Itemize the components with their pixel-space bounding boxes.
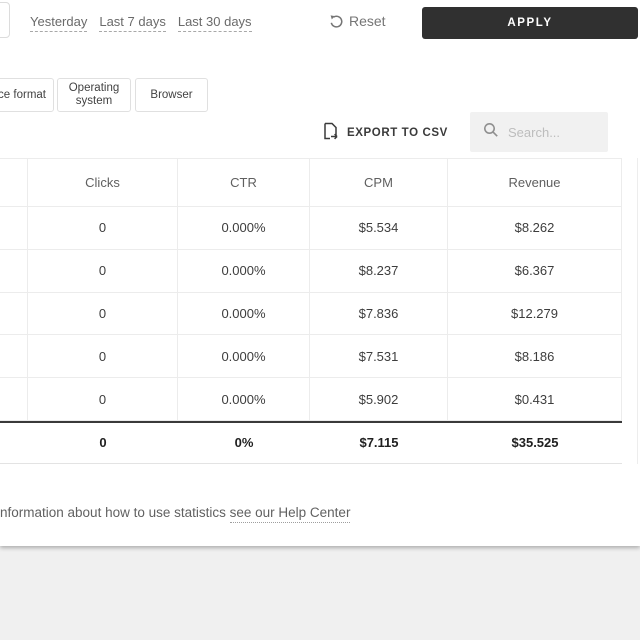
- header-revenue[interactable]: Revenue: [448, 159, 622, 206]
- table-totals-row: 0 0% $7.115 $35.525: [0, 420, 622, 464]
- totals-revenue: $35.525: [511, 435, 559, 451]
- cell-clicks: 0: [28, 207, 178, 249]
- export-to-csv-button[interactable]: EXPORT TO CSV: [323, 122, 448, 143]
- cell-clicks: 0: [28, 292, 178, 335]
- tab-operating-system[interactable]: Operating system: [57, 78, 131, 112]
- table-row: 0 0.000% $5.534 $8.262: [0, 207, 622, 250]
- preset-yesterday[interactable]: Yesterday: [30, 14, 88, 32]
- reset-label: Reset: [349, 13, 386, 29]
- row-label-cell-clipped: [0, 207, 28, 249]
- export-file-icon: [323, 122, 339, 143]
- cell-revenue: $0.431: [448, 378, 622, 420]
- tab-device-format-label: ice format: [0, 88, 46, 101]
- cell-cpm: $8.237: [310, 249, 448, 292]
- table-row: 0 0.000% $8.237 $6.367: [0, 249, 622, 293]
- date-range-input-clipped[interactable]: [0, 2, 10, 38]
- preset-last-7-days[interactable]: Last 7 days: [99, 14, 166, 32]
- row-label-cell-clipped: [0, 335, 28, 378]
- table-row: 0 0.000% $5.902 $0.431: [0, 378, 622, 421]
- cell-cpm: $5.534: [310, 207, 448, 249]
- statistics-panel: Yesterday Last 7 days Last 30 days Reset…: [0, 0, 640, 546]
- cell-cpm: $7.531: [310, 335, 448, 378]
- cell-ctr: 0.000%: [178, 292, 310, 335]
- tab-browser-label: Browser: [150, 88, 193, 101]
- table-right-gutter-line: [637, 158, 638, 464]
- tab-device-format-clipped[interactable]: ice format: [0, 78, 54, 112]
- cell-ctr: 0.000%: [178, 207, 310, 249]
- help-center-link[interactable]: see our Help Center: [229, 505, 351, 523]
- search-box: [470, 112, 608, 152]
- statistics-table: Clicks CTR CPM Revenue 0 0.000% $5.534 $…: [0, 158, 622, 464]
- search-icon: [483, 122, 499, 143]
- cell-ctr: 0.000%: [178, 378, 310, 420]
- cell-cpm: $5.902: [310, 378, 448, 420]
- table-row: 0 0.000% $7.531 $8.186: [0, 335, 622, 379]
- cell-ctr: 0.000%: [178, 249, 310, 292]
- cell-revenue: $12.279: [448, 292, 622, 335]
- cell-revenue: $8.262: [448, 207, 622, 249]
- footer-text-clipped: nformation about how to use statistics: [0, 505, 230, 520]
- totals-clicks: 0: [99, 435, 107, 451]
- header-ctr[interactable]: CTR: [178, 159, 310, 206]
- row-label-cell-clipped: [0, 292, 28, 335]
- totals-label-cell-clipped: [0, 423, 28, 463]
- header-cpm[interactable]: CPM: [310, 159, 448, 206]
- preset-last-30-days[interactable]: Last 30 days: [177, 14, 252, 32]
- cell-revenue: $6.367: [448, 249, 622, 292]
- tab-browser[interactable]: Browser: [135, 78, 208, 112]
- header-clicks[interactable]: Clicks: [28, 159, 178, 206]
- totals-ctr: 0%: [234, 435, 254, 451]
- cell-revenue: $8.186: [448, 335, 622, 378]
- export-to-csv-label: EXPORT TO CSV: [347, 126, 448, 139]
- table-row: 0 0.000% $7.836 $12.279: [0, 292, 622, 336]
- header-cell-clipped: [0, 159, 28, 206]
- cell-cpm: $7.836: [310, 292, 448, 335]
- cell-clicks: 0: [28, 378, 178, 420]
- totals-cpm: $7.115: [359, 435, 399, 451]
- search-input[interactable]: [508, 124, 598, 140]
- date-preset-links: Yesterday Last 7 days Last 30 days: [30, 14, 252, 32]
- tab-operating-system-label: Operating system: [68, 82, 120, 107]
- cell-ctr: 0.000%: [178, 335, 310, 378]
- reset-icon: [329, 14, 344, 29]
- apply-button[interactable]: APPLY: [422, 7, 638, 39]
- footer-note: nformation about how to use statistics s…: [0, 505, 351, 523]
- table-header-row: Clicks CTR CPM Revenue: [0, 159, 622, 207]
- cell-clicks: 0: [28, 335, 178, 378]
- row-label-cell-clipped: [0, 249, 28, 292]
- cell-clicks: 0: [28, 249, 178, 292]
- row-label-cell-clipped: [0, 378, 28, 420]
- reset-button[interactable]: Reset: [329, 13, 386, 29]
